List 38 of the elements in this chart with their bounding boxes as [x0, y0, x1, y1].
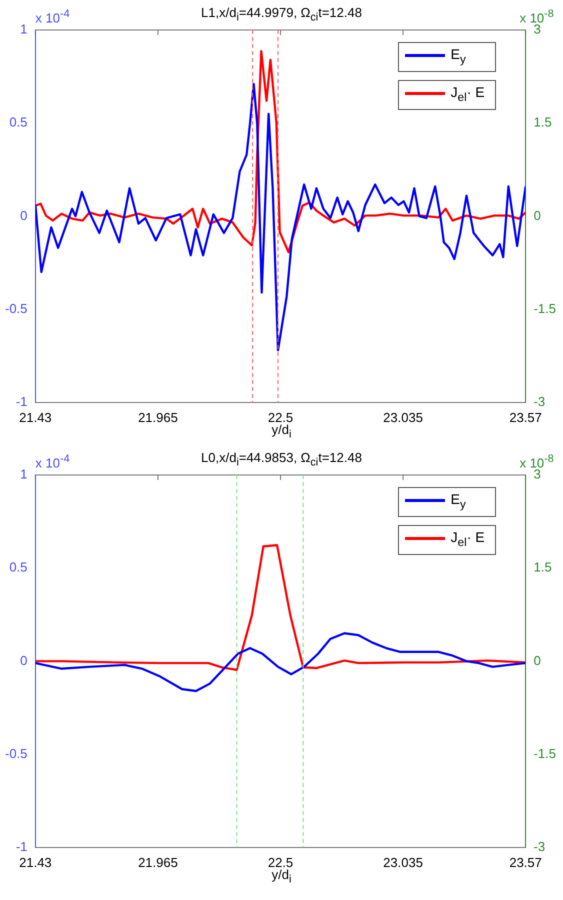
x-tick-label: 23.035 [383, 854, 423, 870]
x-tick-label: 21.965 [138, 854, 178, 870]
y-tick-label: 1 [20, 466, 28, 482]
x-tick-label: 23.57 [509, 410, 542, 425]
legend-label: E$_{y}$ [450, 46, 466, 66]
x-tick-label: 22.5 [268, 854, 294, 870]
y2-tick-label: 1.5 [534, 114, 552, 130]
y2-tick-label: 0 [534, 652, 541, 668]
y-tick-label: -0.5 [4, 300, 28, 316]
y2-tick-label: 1.5 [534, 560, 552, 575]
text: x 10$^{-4}$ [35, 8, 70, 26]
y-tick-label: -0.5 [4, 746, 28, 761]
y2-tick-label: -3 [534, 394, 546, 409]
y-tick-label: -1 [16, 838, 28, 854]
x-tick-label: 23.57 [509, 854, 542, 870]
chart-title: L1,x/d$_{i}$=44.9979, Ω$_{ci}$t=12.48 [201, 5, 362, 24]
x-axis-title: y/d$_{i}$ [272, 867, 292, 886]
legend-label: J$_{el}$· E [450, 84, 485, 104]
x-axis-title: y/d$_{i}$ [272, 422, 292, 441]
y-tick-label: 0 [20, 208, 28, 223]
x-tick-label: 21.43 [19, 854, 52, 870]
y-tick-label: -1 [16, 394, 28, 409]
y-tick-label: 0.5 [9, 114, 28, 130]
chart-title: L0,x/d$_{i}$=44.9853, Ω$_{ci}$t=12.48 [201, 450, 362, 469]
x-tick-label: 22.5 [268, 410, 294, 425]
legend-label: J$_{el}$· E [450, 528, 485, 549]
x-tick-label: 21.965 [138, 410, 178, 425]
x-tick-label: 21.43 [19, 410, 52, 425]
y-tick-label: 0 [20, 652, 28, 668]
x-tick-label: 23.035 [383, 410, 423, 425]
y-tick-label: 0.5 [9, 560, 28, 575]
y2-tick-label: -1.5 [534, 300, 556, 316]
y2-tick-label: 0 [534, 208, 541, 223]
legend-label: E$_{y}$ [450, 491, 466, 511]
y-tick-label: 1 [20, 22, 28, 37]
y2-tick-label: -1.5 [534, 746, 556, 761]
y2-tick-label: -3 [534, 838, 546, 854]
text: x 10$^{-4}$ [35, 453, 70, 470]
